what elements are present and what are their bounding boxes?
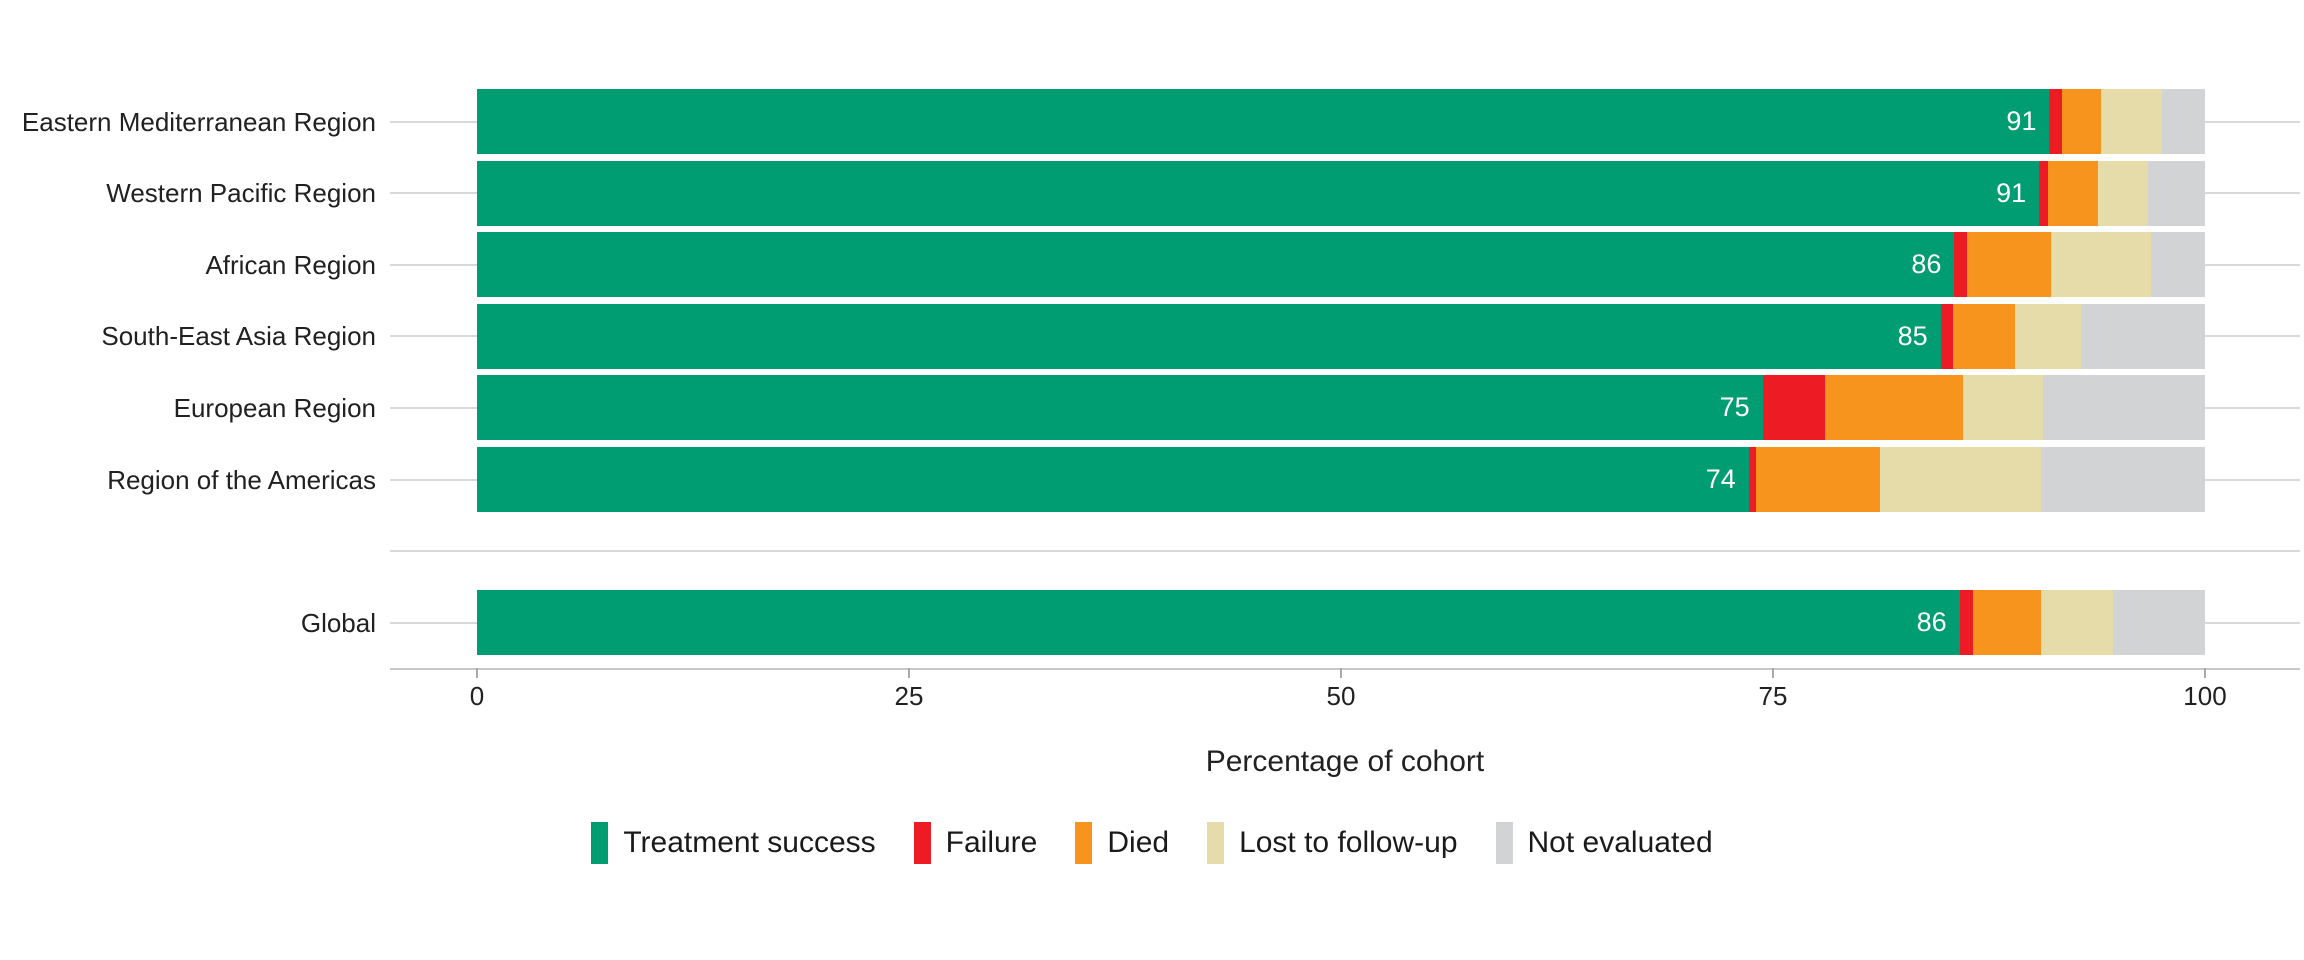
category-label: Global xyxy=(300,607,376,638)
bar-segment-not-evaluated xyxy=(2042,375,2205,441)
stacked-bar: 74 xyxy=(477,447,2205,512)
x-tick-mark xyxy=(476,668,478,678)
bar-segment-failure xyxy=(2039,160,2048,226)
bar-segment-not-evaluated xyxy=(2151,232,2205,298)
bar-segment-not-evaluated xyxy=(2113,590,2205,656)
legend-item-failure: Failure xyxy=(913,822,1038,864)
stacked-bar: 86 xyxy=(477,590,2205,656)
category-label: South-East Asia Region xyxy=(101,321,376,352)
category-label: Eastern Mediterranean Region xyxy=(21,106,376,137)
bar-segment-lost-to-follow-up xyxy=(2051,232,2152,298)
x-axis-title: Percentage of cohort xyxy=(1205,745,1485,778)
bar-segment-died xyxy=(2047,160,2098,226)
bar-segment-failure xyxy=(1748,447,1756,512)
bar-segment-died xyxy=(1966,232,2052,298)
legend-label: Failure xyxy=(945,826,1038,859)
bar-segment-failure xyxy=(1940,303,1953,369)
bar-segment-lost-to-follow-up xyxy=(1880,447,2041,512)
x-tick-mark xyxy=(2204,668,2206,678)
category-label: European Region xyxy=(173,392,376,423)
bar-segment-lost-to-follow-up xyxy=(2014,303,2081,369)
category-gridline xyxy=(390,550,2300,553)
legend-swatch xyxy=(1075,822,1093,864)
legend-label: Not evaluated xyxy=(1527,826,1713,859)
category-label: African Region xyxy=(205,249,376,280)
bar-segment-died xyxy=(1952,303,2015,369)
legend: Treatment success Failure Died Lost to f… xyxy=(0,822,2304,864)
x-tick-label: 100 xyxy=(2183,681,2227,711)
legend-swatch xyxy=(1207,822,1225,864)
bar-value-label: 85 xyxy=(1897,320,1928,351)
x-axis-line xyxy=(390,668,2300,670)
x-tick-mark xyxy=(908,668,910,678)
bar-value-label: 75 xyxy=(1719,392,1750,423)
stacked-bar: 91 xyxy=(477,160,2205,226)
bar-segment-treatment-success: 74 xyxy=(477,447,1749,512)
legend-item-lost-to-follow-up: Lost to follow-up xyxy=(1207,822,1458,864)
category-label: Region of the Americas xyxy=(107,464,376,495)
category-label: Western Pacific Region xyxy=(106,178,376,209)
legend-label: Treatment success xyxy=(623,826,876,859)
bar-segment-not-evaluated xyxy=(2147,160,2205,226)
bar-value-label: 91 xyxy=(1996,177,2027,208)
bar-segment-not-evaluated xyxy=(2040,447,2205,512)
bar-segment-not-evaluated xyxy=(2161,89,2205,154)
legend-label: Lost to follow-up xyxy=(1239,826,1458,859)
stacked-bar: 75 xyxy=(477,375,2205,441)
bar-segment-failure xyxy=(1954,232,1967,298)
stacked-bar: 91 xyxy=(477,89,2205,154)
bar-segment-lost-to-follow-up xyxy=(2040,590,2114,656)
legend-swatch xyxy=(1495,822,1513,864)
legend-item-died: Died xyxy=(1075,822,1169,864)
bar-segment-lost-to-follow-up xyxy=(1963,375,2043,441)
stacked-bar: 85 xyxy=(477,303,2205,369)
legend-item-not-evaluated: Not evaluated xyxy=(1495,822,1713,864)
bar-segment-treatment-success: 75 xyxy=(477,375,1763,441)
bar-segment-died xyxy=(2061,89,2102,154)
bar-segment-treatment-success: 86 xyxy=(477,232,1955,298)
legend-item-treatment-success: Treatment success xyxy=(591,822,876,864)
x-tick-mark xyxy=(1340,668,1342,678)
bar-segment-not-evaluated xyxy=(2080,303,2205,369)
bar-segment-died xyxy=(1755,447,1881,512)
bar-segment-lost-to-follow-up xyxy=(2101,89,2162,154)
bar-segment-lost-to-follow-up xyxy=(2097,160,2148,226)
bar-value-label: 86 xyxy=(1911,249,1942,280)
legend-label: Died xyxy=(1107,826,1170,859)
stacked-bar: 86 xyxy=(477,232,2205,298)
bar-value-label: 91 xyxy=(2006,106,2037,136)
x-tick-label: 75 xyxy=(1758,681,1788,711)
x-tick-mark xyxy=(1772,668,1774,678)
bar-segment-treatment-success: 91 xyxy=(477,89,2050,154)
bar-segment-treatment-success: 86 xyxy=(477,590,1960,656)
bar-segment-died xyxy=(1973,590,2041,656)
bar-value-label: 86 xyxy=(1916,607,1947,638)
x-tick-label: 50 xyxy=(1326,681,1356,711)
bar-segment-treatment-success: 91 xyxy=(477,160,2040,226)
x-tick-label: 0 xyxy=(469,681,485,711)
legend-swatch xyxy=(591,822,609,864)
bar-segment-failure xyxy=(1762,375,1825,441)
bar-value-label: 74 xyxy=(1705,464,1736,494)
bar-segment-failure xyxy=(2049,89,2062,154)
bar-segment-treatment-success: 85 xyxy=(477,303,1941,369)
x-tick-label: 25 xyxy=(894,681,924,711)
legend-swatch xyxy=(913,822,931,864)
bar-segment-failure xyxy=(1959,590,1974,656)
bar-segment-died xyxy=(1824,375,1964,441)
